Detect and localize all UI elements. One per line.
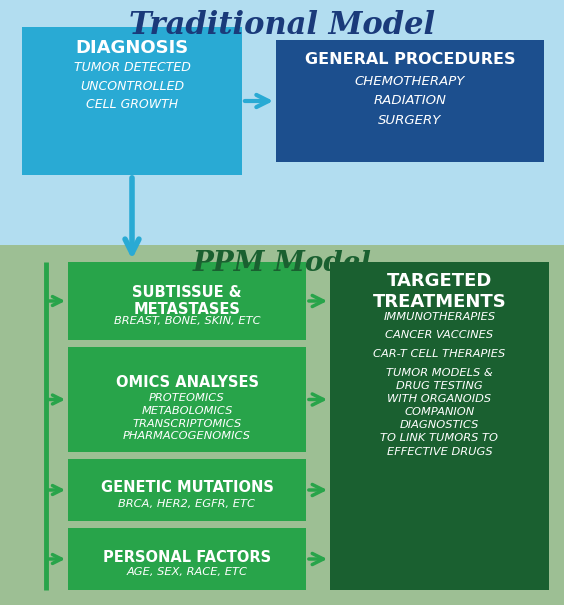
FancyBboxPatch shape (0, 0, 564, 245)
Text: PROTEOMICS
METABOLOMICS
TRANSCRIPTOMICS
PHARMACOGENOMICS: PROTEOMICS METABOLOMICS TRANSCRIPTOMICS … (123, 393, 251, 442)
FancyBboxPatch shape (68, 459, 306, 521)
Text: GENETIC MUTATIONS: GENETIC MUTATIONS (100, 480, 274, 495)
FancyBboxPatch shape (330, 262, 549, 590)
Text: Traditional Model: Traditional Model (129, 10, 435, 41)
FancyBboxPatch shape (68, 262, 306, 340)
Text: CANCER VACCINES: CANCER VACCINES (385, 330, 494, 341)
FancyBboxPatch shape (276, 40, 544, 162)
Text: PERSONAL FACTORS: PERSONAL FACTORS (103, 549, 271, 564)
FancyBboxPatch shape (68, 347, 306, 452)
Text: TARGETED
TREATMENTS: TARGETED TREATMENTS (373, 272, 506, 311)
Text: DIAGNOSIS: DIAGNOSIS (76, 39, 188, 57)
Text: CAR-T CELL THERAPIES: CAR-T CELL THERAPIES (373, 349, 505, 359)
Text: TUMOR MODELS &
DRUG TESTING
WITH ORGANOIDS: TUMOR MODELS & DRUG TESTING WITH ORGANOI… (386, 367, 493, 404)
Text: IMMUNOTHERAPIES: IMMUNOTHERAPIES (384, 312, 496, 322)
Text: BREAST, BONE, SKIN, ETC: BREAST, BONE, SKIN, ETC (114, 316, 261, 326)
Text: GENERAL PROCEDURES: GENERAL PROCEDURES (305, 52, 515, 67)
FancyBboxPatch shape (68, 528, 306, 590)
Text: COMPANION
DIAGNOSTICS
TO LINK TUMORS TO
EFFECTIVE DRUGS: COMPANION DIAGNOSTICS TO LINK TUMORS TO … (381, 407, 499, 457)
Text: TUMOR DETECTED
UNCONTROLLED
CELL GROWTH: TUMOR DETECTED UNCONTROLLED CELL GROWTH (73, 61, 191, 111)
FancyBboxPatch shape (0, 245, 564, 605)
Text: CHEMOTHERAPY
RADIATION
SURGERY: CHEMOTHERAPY RADIATION SURGERY (355, 75, 465, 127)
Text: BRCA, HER2, EGFR, ETC: BRCA, HER2, EGFR, ETC (118, 499, 255, 508)
Text: OMICS ANALYSES: OMICS ANALYSES (116, 375, 258, 390)
Text: PPM Model: PPM Model (192, 250, 372, 277)
FancyBboxPatch shape (22, 27, 242, 175)
Text: SUBTISSUE &
METASTASES: SUBTISSUE & METASTASES (132, 285, 242, 318)
Text: AGE, SEX, RACE, ETC: AGE, SEX, RACE, ETC (126, 567, 248, 578)
